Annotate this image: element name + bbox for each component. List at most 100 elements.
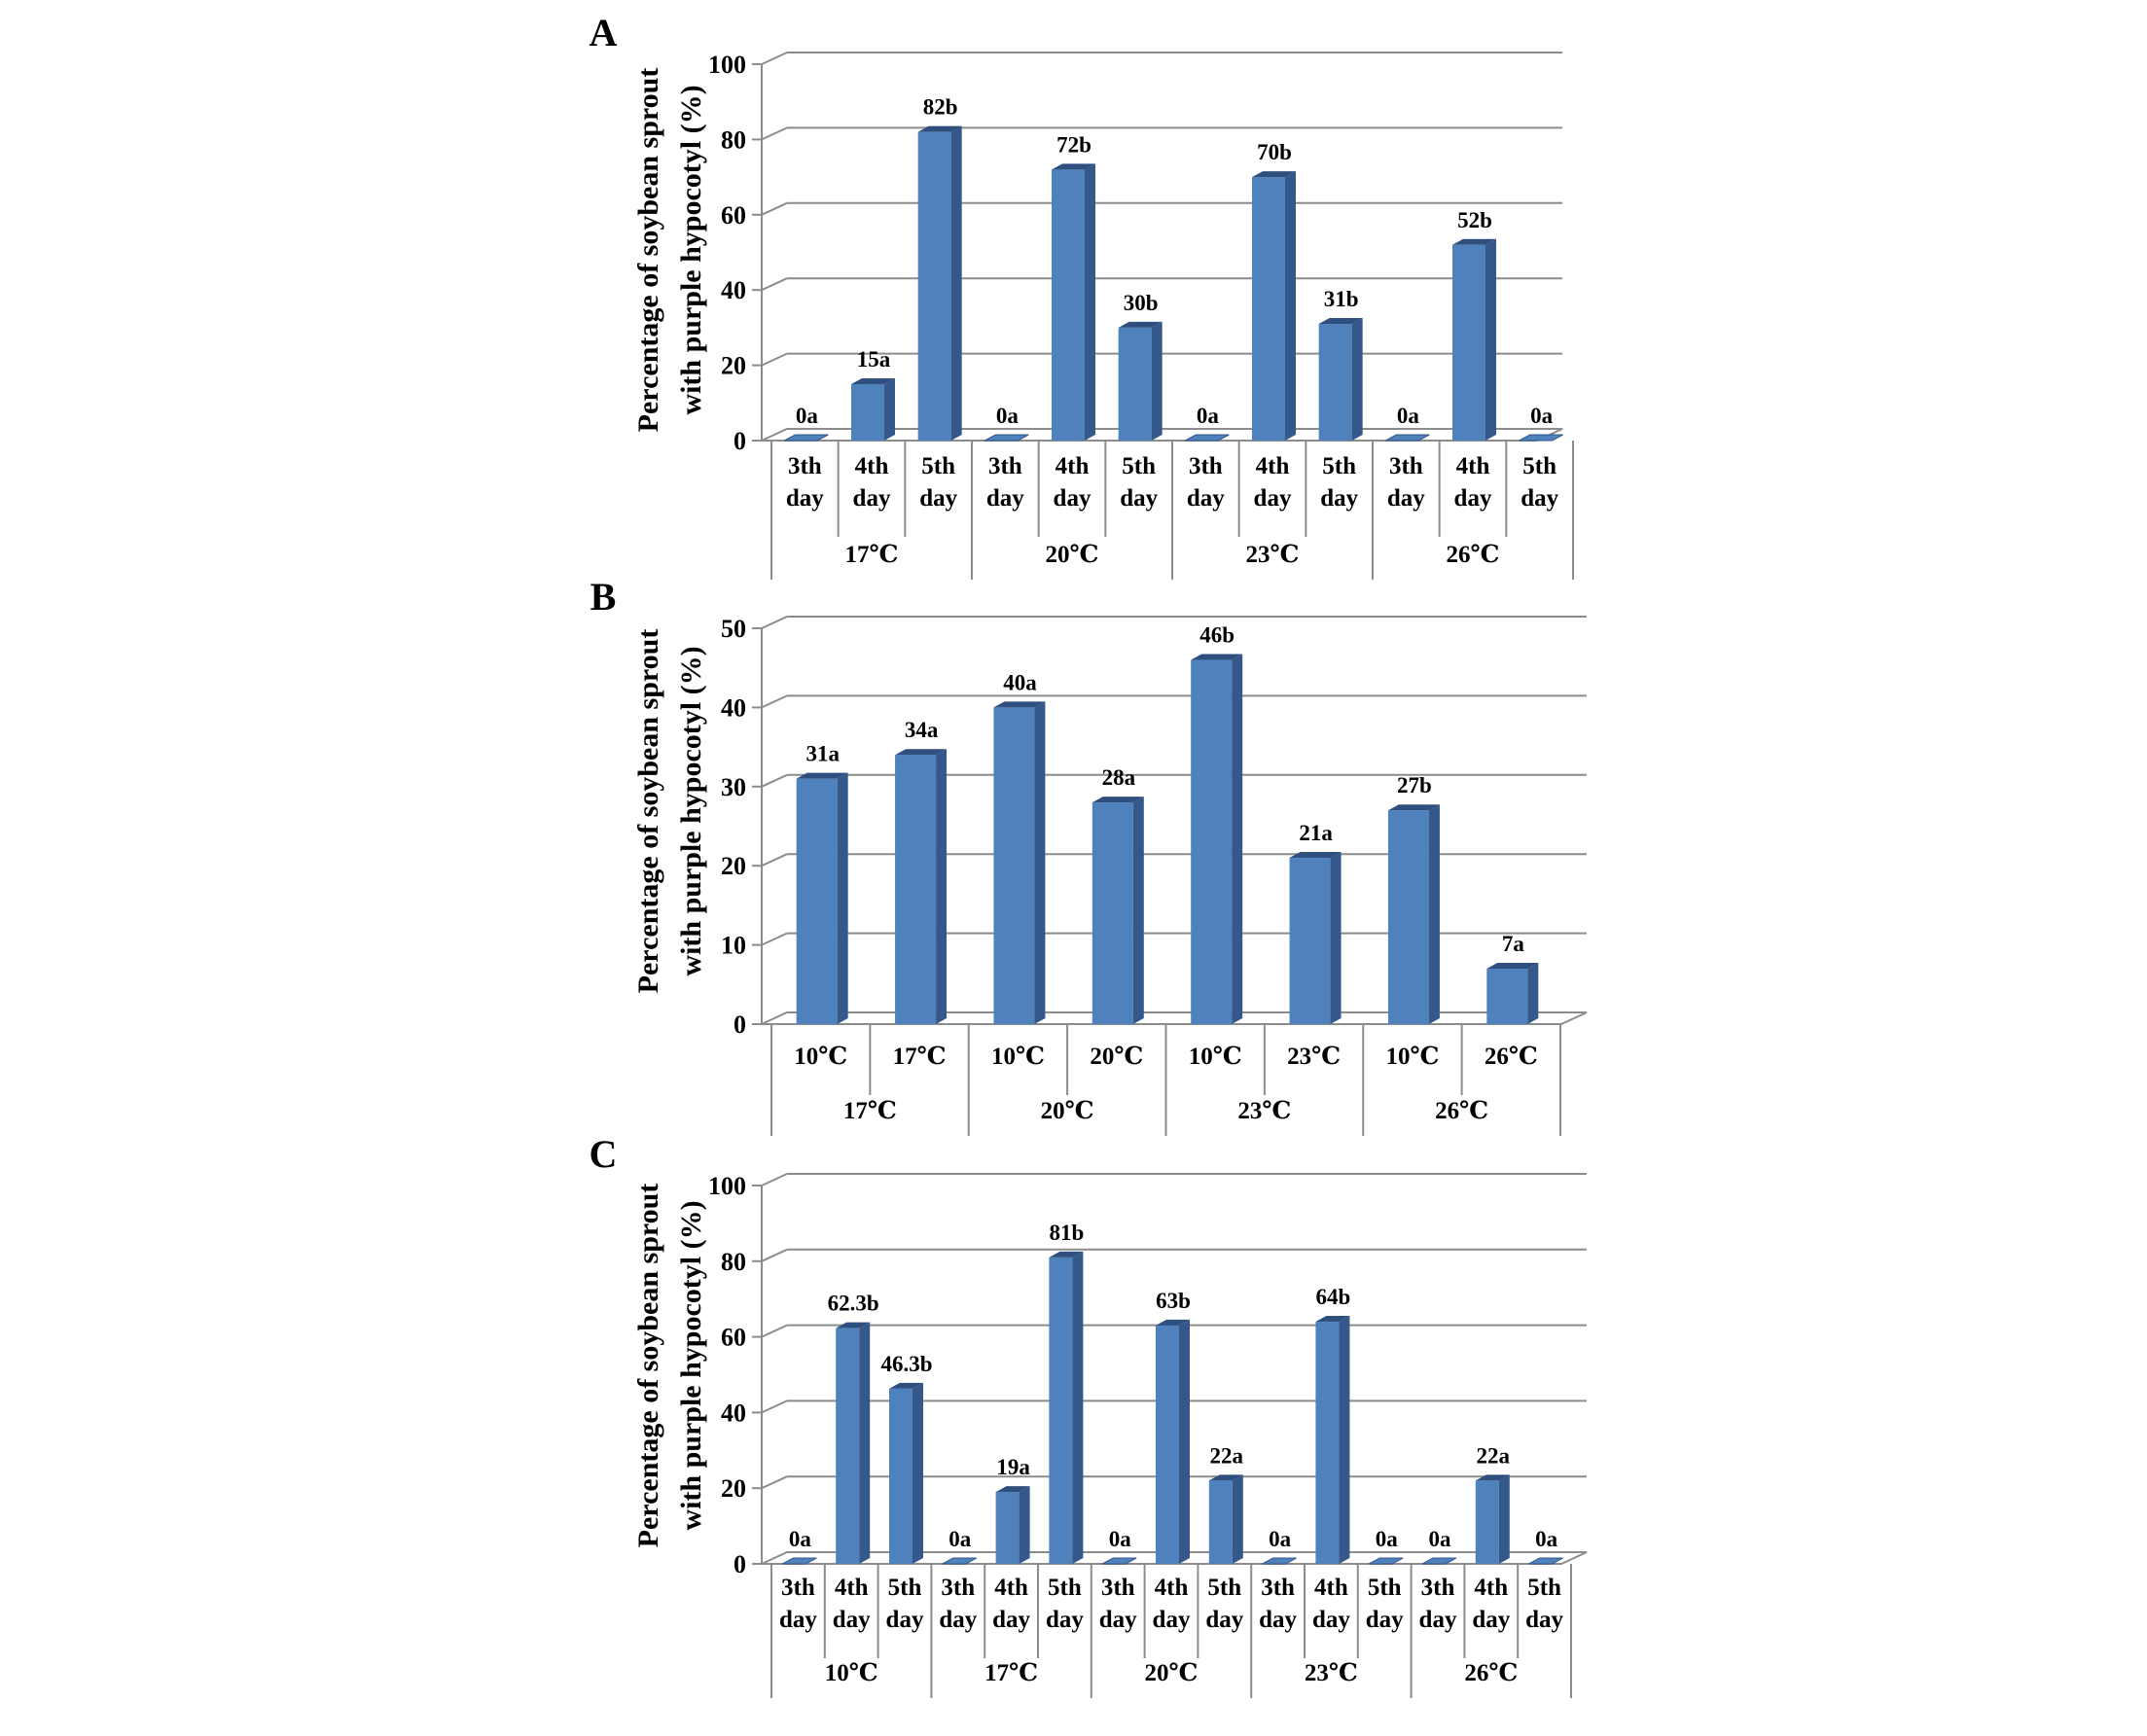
- gridline-diagonal: [761, 277, 788, 292]
- gridline-diagonal: [761, 1475, 788, 1490]
- category-label-line1: 3th: [781, 1575, 815, 1601]
- category-label-line1: 3th: [788, 453, 822, 479]
- bar-front: [1118, 327, 1152, 441]
- chart-panel-c: C Percentage of soybean sprout with purple…: [590, 1132, 1588, 1698]
- data-label: 62.3b: [828, 1292, 879, 1316]
- bar-top: [995, 1486, 1030, 1493]
- gridline-diagonal: [761, 694, 788, 709]
- y-tick-label: 40: [721, 1399, 746, 1427]
- bar-top: [917, 125, 962, 132]
- y-tick-label: 80: [721, 125, 746, 154]
- category-label-line1: 10℃: [1385, 1044, 1439, 1070]
- y-tick-label: 60: [721, 1324, 746, 1352]
- bar-top: [796, 772, 848, 779]
- bar-side: [1428, 804, 1440, 1024]
- category-label-line1: 3th: [1189, 453, 1223, 479]
- panel-letter: A: [590, 11, 618, 54]
- y-tick-label: 50: [721, 615, 746, 643]
- category-label-line2: day: [992, 1607, 1030, 1633]
- data-label: 46b: [1199, 623, 1235, 648]
- bar-top: [1289, 852, 1342, 859]
- bar-front: [796, 778, 838, 1024]
- data-label: 0a: [1376, 1527, 1399, 1551]
- data-label: 0a: [1269, 1527, 1292, 1551]
- bar-zero: [1101, 1557, 1137, 1565]
- group-label: 23℃: [1237, 1098, 1291, 1124]
- category-label-line2: day: [1472, 1607, 1510, 1633]
- y-axis-label-line: with purple hypocotyl (%): [675, 646, 707, 975]
- bar-side: [950, 125, 962, 441]
- bar-front: [1208, 1480, 1233, 1564]
- chart-panel-a: A Percentage of soybean sprout with purple…: [590, 11, 1574, 580]
- group-label: 17℃: [843, 1098, 897, 1124]
- y-axis-label-line: Percentage of soybean sprout: [632, 68, 664, 433]
- data-label: 21a: [1299, 821, 1333, 845]
- bar-top: [1208, 1474, 1243, 1481]
- category-label-line2: day: [853, 485, 891, 512]
- y-tick-label: 10: [721, 932, 746, 960]
- category-label-line2: day: [1187, 485, 1225, 512]
- bar-side: [1527, 963, 1539, 1024]
- bar-side: [1232, 654, 1243, 1024]
- group-label: 23℃: [1305, 1660, 1358, 1686]
- category-label-line1: 3th: [941, 1575, 975, 1601]
- floor-plane: [761, 1011, 1588, 1025]
- category-label-line1: 3th: [1421, 1575, 1455, 1601]
- category-label-line1: 4th: [855, 453, 889, 479]
- bar-side: [1485, 238, 1496, 441]
- bar-top: [1475, 1474, 1510, 1481]
- data-label: 7a: [1502, 932, 1525, 956]
- bar-zero: [1519, 434, 1563, 442]
- group-label: 20℃: [1041, 1098, 1094, 1124]
- bar-front: [836, 1328, 860, 1564]
- bar-front: [1475, 1480, 1499, 1564]
- group-label: 26℃: [1435, 1098, 1488, 1124]
- data-label: 0a: [948, 1527, 972, 1551]
- group-label: 10℃: [825, 1660, 878, 1686]
- panel-letter: B: [590, 575, 617, 619]
- bar-top: [851, 377, 895, 384]
- group-label: 20℃: [1145, 1660, 1199, 1686]
- category-label-line1: 4th: [1456, 453, 1490, 479]
- category-label-line1: 10℃: [1189, 1044, 1242, 1070]
- gridline-diagonal: [761, 352, 788, 367]
- data-label: 0a: [1397, 404, 1420, 428]
- bar-front: [1289, 858, 1331, 1024]
- category-label-line2: day: [1046, 1607, 1084, 1633]
- bar-side: [837, 772, 848, 1024]
- category-label-line2: day: [1387, 485, 1425, 512]
- bar-side: [1072, 1251, 1084, 1564]
- y-tick-label: 0: [734, 1010, 746, 1039]
- category-label-line2: day: [1320, 485, 1358, 512]
- bar-zero: [942, 1557, 978, 1565]
- bar-top: [1156, 1319, 1190, 1326]
- data-label: 64b: [1316, 1285, 1351, 1309]
- bar-side: [1339, 1316, 1350, 1564]
- y-tick-label: 0: [734, 1550, 746, 1578]
- category-label-line1: 4th: [1056, 453, 1090, 479]
- bar-top: [895, 749, 948, 756]
- bar-side: [1179, 1319, 1190, 1564]
- bar-front: [851, 383, 884, 441]
- bar-top: [1318, 318, 1363, 325]
- category-label-line1: 4th: [994, 1575, 1028, 1601]
- bar-side: [1498, 1474, 1510, 1564]
- group-label: 17℃: [984, 1660, 1038, 1686]
- chart-panel-b: B Percentage of soybean sprout with purple…: [590, 575, 1588, 1136]
- bar-front: [1486, 969, 1528, 1024]
- group-label: 26℃: [1447, 542, 1500, 568]
- category-label-line2: day: [1099, 1607, 1137, 1633]
- data-label: 0a: [1535, 1527, 1558, 1551]
- category-label-line2: day: [1120, 485, 1158, 512]
- bar-side: [1285, 171, 1296, 441]
- y-tick-label: 100: [708, 51, 746, 79]
- y-tick-label: 0: [734, 427, 746, 455]
- category-label-line1: 10℃: [991, 1044, 1045, 1070]
- y-tick-label: 60: [721, 201, 746, 230]
- category-label-line2: day: [786, 485, 824, 512]
- bar-side: [1330, 852, 1342, 1024]
- y-axis-label-line: Percentage of soybean sprout: [632, 1184, 664, 1548]
- bar-front: [1387, 810, 1429, 1024]
- category-label-line1: 5th: [1522, 453, 1557, 479]
- bar-front: [1315, 1322, 1340, 1564]
